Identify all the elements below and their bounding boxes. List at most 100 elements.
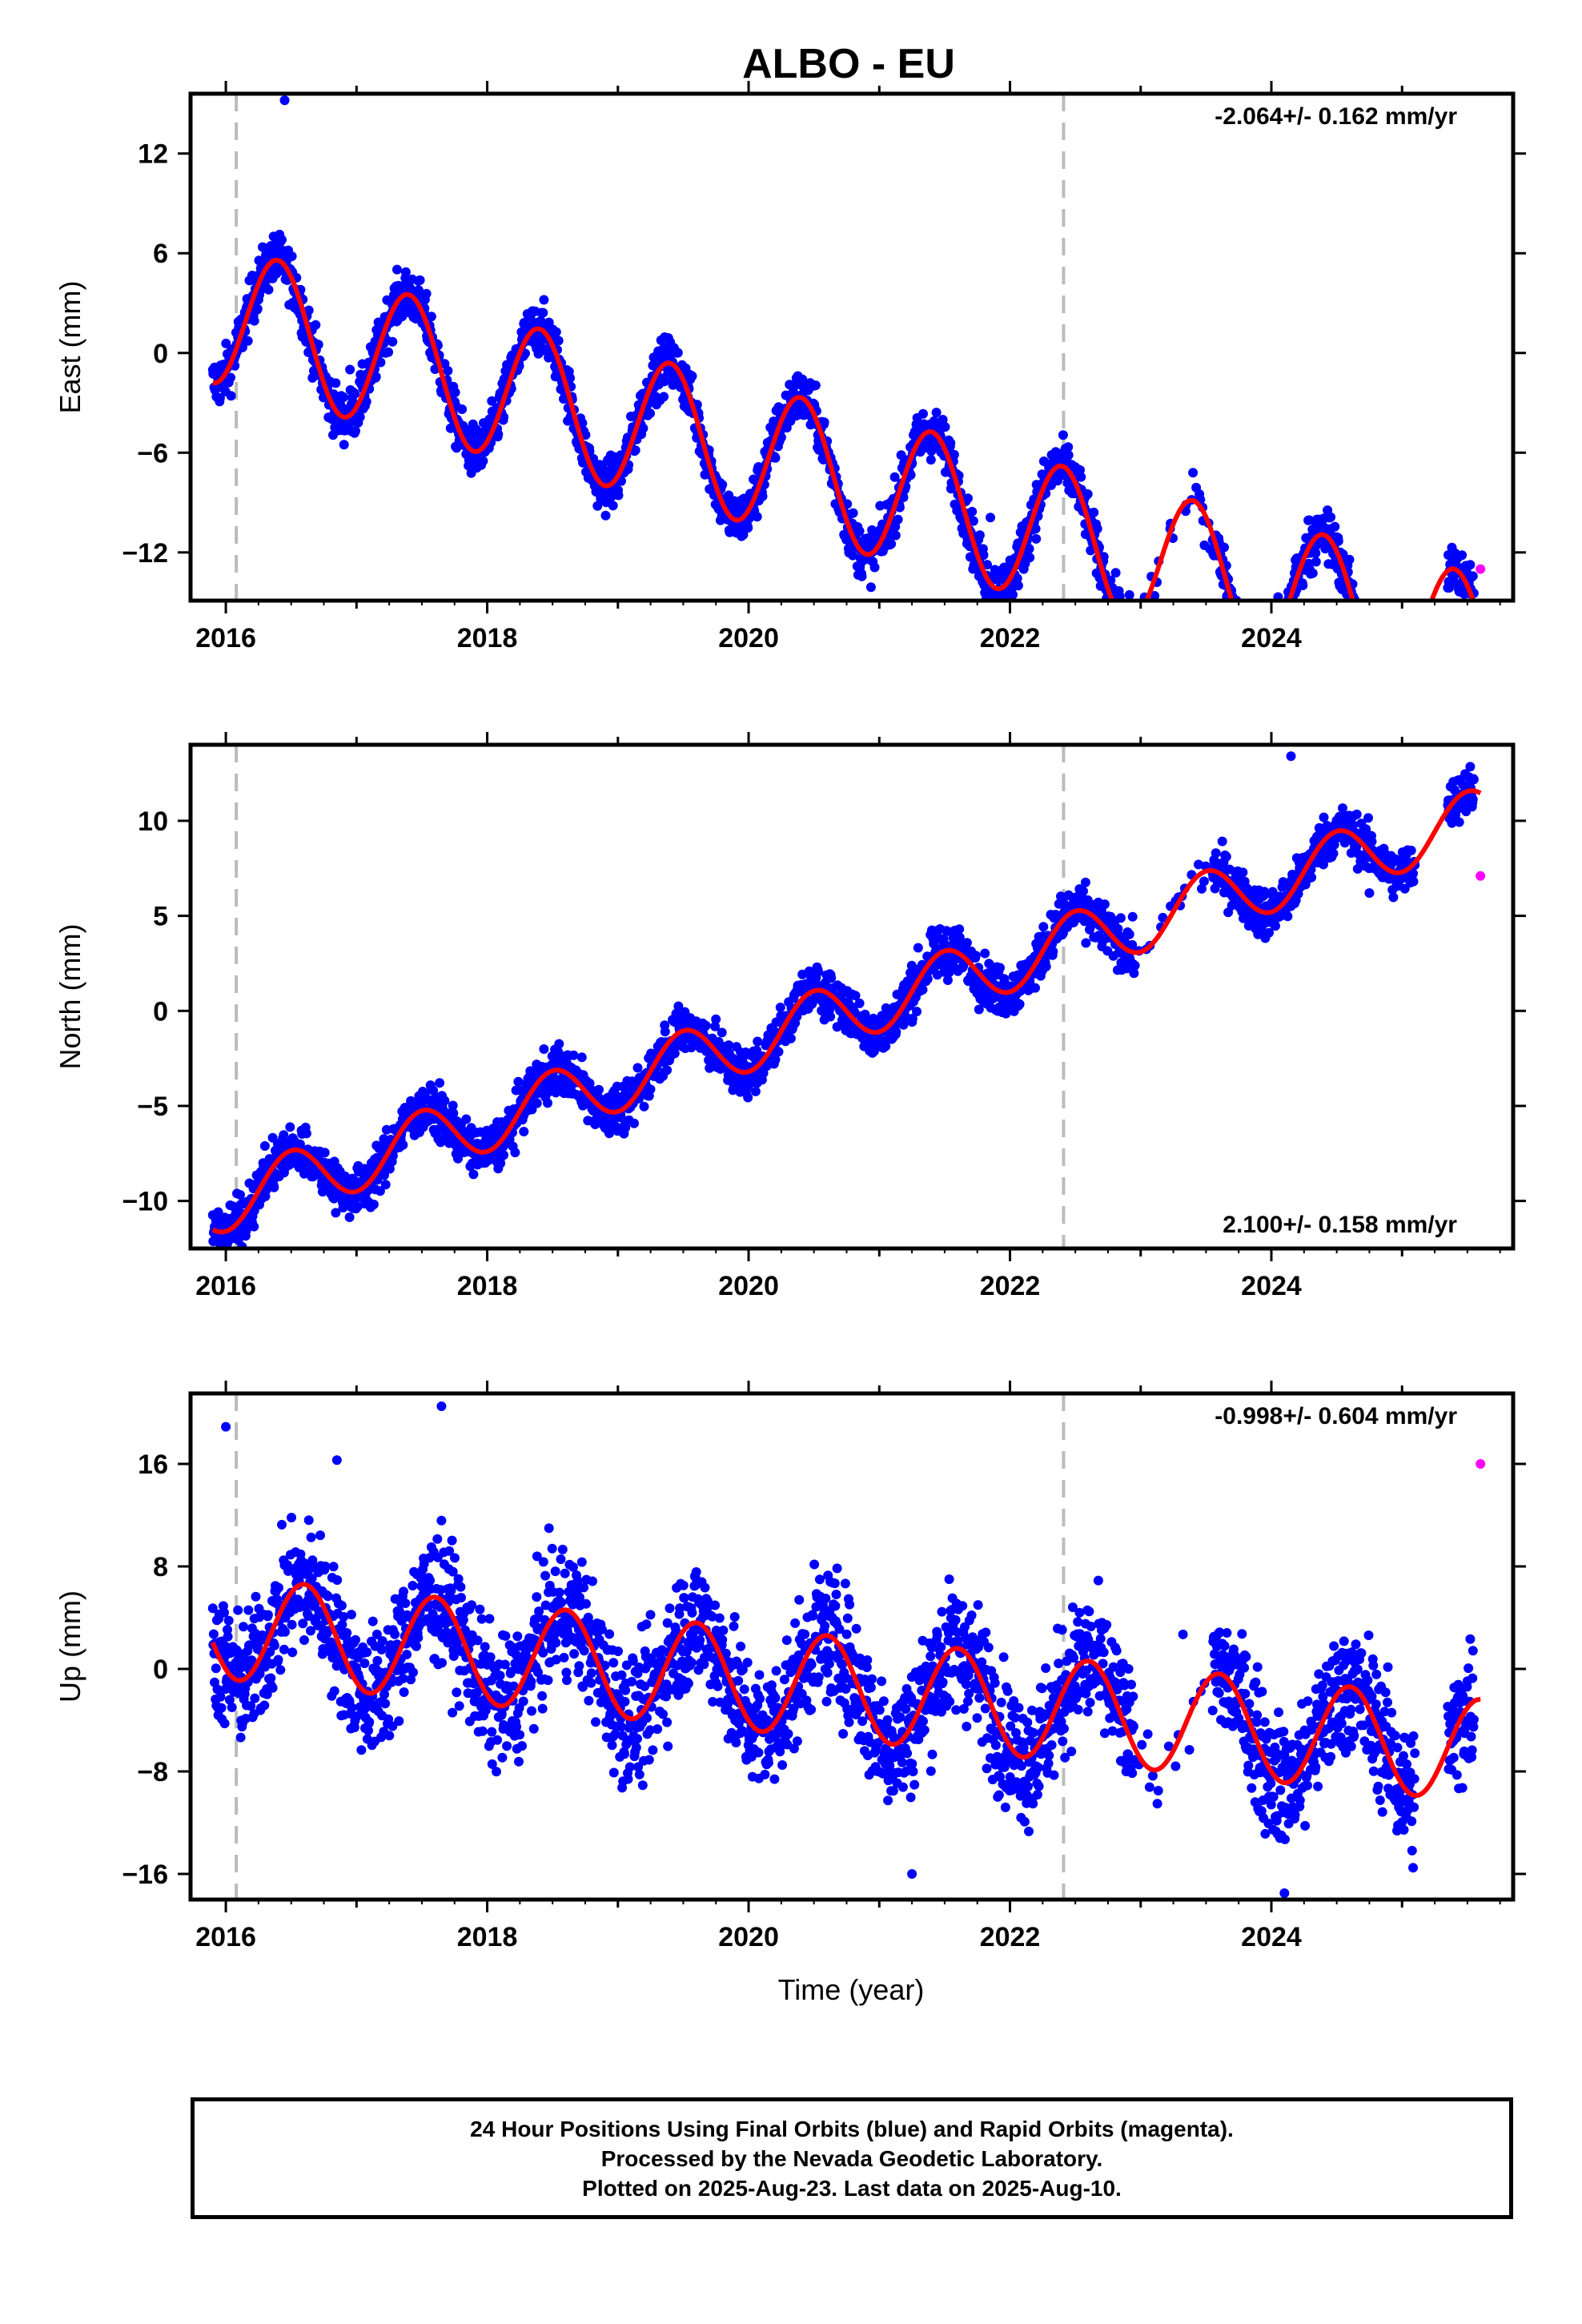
data-point bbox=[1351, 809, 1362, 819]
data-point bbox=[457, 404, 468, 414]
data-point bbox=[917, 984, 928, 995]
data-point bbox=[1377, 673, 1387, 683]
data-point bbox=[1114, 610, 1123, 620]
data-point bbox=[1110, 608, 1119, 617]
data-point bbox=[379, 1170, 389, 1180]
data-point bbox=[1391, 690, 1401, 700]
data-point bbox=[889, 472, 900, 482]
data-point bbox=[303, 305, 314, 316]
data-point bbox=[235, 1190, 245, 1200]
data-point bbox=[577, 418, 588, 428]
data-point bbox=[1403, 681, 1413, 690]
data-point bbox=[1127, 911, 1138, 922]
data-point bbox=[1113, 923, 1123, 934]
data-point bbox=[1390, 702, 1399, 712]
data-point bbox=[1380, 661, 1390, 670]
data-point bbox=[1379, 676, 1388, 686]
data-point bbox=[413, 285, 424, 296]
data-point bbox=[757, 491, 768, 501]
data-point bbox=[913, 943, 923, 953]
data-point bbox=[1387, 685, 1397, 694]
data-point bbox=[450, 388, 460, 397]
data-point bbox=[1367, 660, 1377, 669]
data-point bbox=[1063, 442, 1074, 452]
data-point bbox=[311, 320, 321, 330]
data-point bbox=[1393, 690, 1403, 699]
data-point bbox=[1038, 922, 1049, 932]
data-point bbox=[1319, 859, 1328, 870]
data-point bbox=[1409, 651, 1419, 661]
chart-title: ALBO - EU bbox=[742, 41, 955, 87]
data-point bbox=[1099, 899, 1110, 910]
data-point bbox=[1407, 655, 1417, 665]
data-point bbox=[493, 429, 504, 440]
data-point bbox=[922, 974, 933, 984]
data-point bbox=[1376, 682, 1386, 692]
data-point bbox=[1375, 668, 1385, 677]
data-point bbox=[1253, 663, 1263, 673]
data-point bbox=[1382, 687, 1391, 697]
data-point bbox=[1115, 615, 1125, 625]
data-point bbox=[999, 976, 1010, 987]
data-point bbox=[1125, 630, 1134, 640]
data-point bbox=[1387, 701, 1397, 710]
data-point bbox=[1389, 708, 1399, 718]
data-point bbox=[1126, 620, 1135, 629]
data-point bbox=[1199, 876, 1209, 887]
data-point bbox=[1133, 609, 1142, 618]
data-point bbox=[259, 1141, 270, 1151]
x-tick-label: 2020 bbox=[718, 623, 779, 653]
data-point bbox=[1338, 803, 1347, 814]
data-point bbox=[1063, 450, 1074, 460]
data-point bbox=[1394, 702, 1403, 712]
data-point bbox=[1383, 686, 1392, 695]
data-point bbox=[1283, 602, 1292, 612]
data-point bbox=[1238, 867, 1248, 878]
data-point bbox=[448, 1108, 459, 1119]
data-point bbox=[1283, 911, 1293, 922]
data-point bbox=[1360, 621, 1370, 631]
data-point bbox=[1375, 686, 1384, 696]
data-point bbox=[1285, 606, 1295, 616]
data-point bbox=[1261, 657, 1271, 666]
y-tick-label: −12 bbox=[122, 538, 168, 569]
data-point bbox=[1129, 630, 1138, 640]
data-point bbox=[1024, 544, 1034, 554]
data-point bbox=[1375, 674, 1384, 684]
data-point bbox=[854, 998, 865, 1008]
data-point bbox=[1363, 636, 1372, 645]
data-point bbox=[539, 1044, 549, 1054]
data-point bbox=[1128, 610, 1138, 620]
y-axis-title: East (mm) bbox=[54, 281, 86, 414]
data-point bbox=[1378, 677, 1387, 686]
data-point bbox=[1393, 670, 1403, 680]
data-point bbox=[421, 288, 432, 299]
data-point bbox=[673, 348, 683, 358]
data-point bbox=[1122, 605, 1132, 615]
data-point bbox=[1254, 657, 1263, 667]
data-point bbox=[301, 1128, 311, 1139]
data-point bbox=[1354, 635, 1363, 645]
data-point bbox=[1385, 673, 1395, 682]
data-point bbox=[1119, 621, 1129, 631]
data-point bbox=[701, 1020, 711, 1031]
data-point bbox=[478, 456, 488, 466]
data-point bbox=[252, 304, 263, 314]
data-point bbox=[608, 501, 618, 511]
data-point bbox=[1263, 655, 1273, 665]
data-point bbox=[717, 1027, 727, 1038]
data-point bbox=[1041, 961, 1051, 971]
data-point bbox=[1398, 669, 1407, 679]
data-point bbox=[1127, 605, 1137, 615]
data-point bbox=[1387, 704, 1396, 714]
data-point bbox=[576, 1052, 587, 1063]
data-point bbox=[993, 605, 1002, 615]
data-point bbox=[1197, 883, 1207, 894]
data-point bbox=[1030, 983, 1040, 993]
data-point bbox=[553, 336, 564, 346]
data-point bbox=[1351, 603, 1361, 613]
data-point bbox=[867, 525, 877, 535]
data-point bbox=[1356, 618, 1366, 628]
data-point bbox=[886, 539, 897, 549]
data-point bbox=[926, 455, 936, 465]
